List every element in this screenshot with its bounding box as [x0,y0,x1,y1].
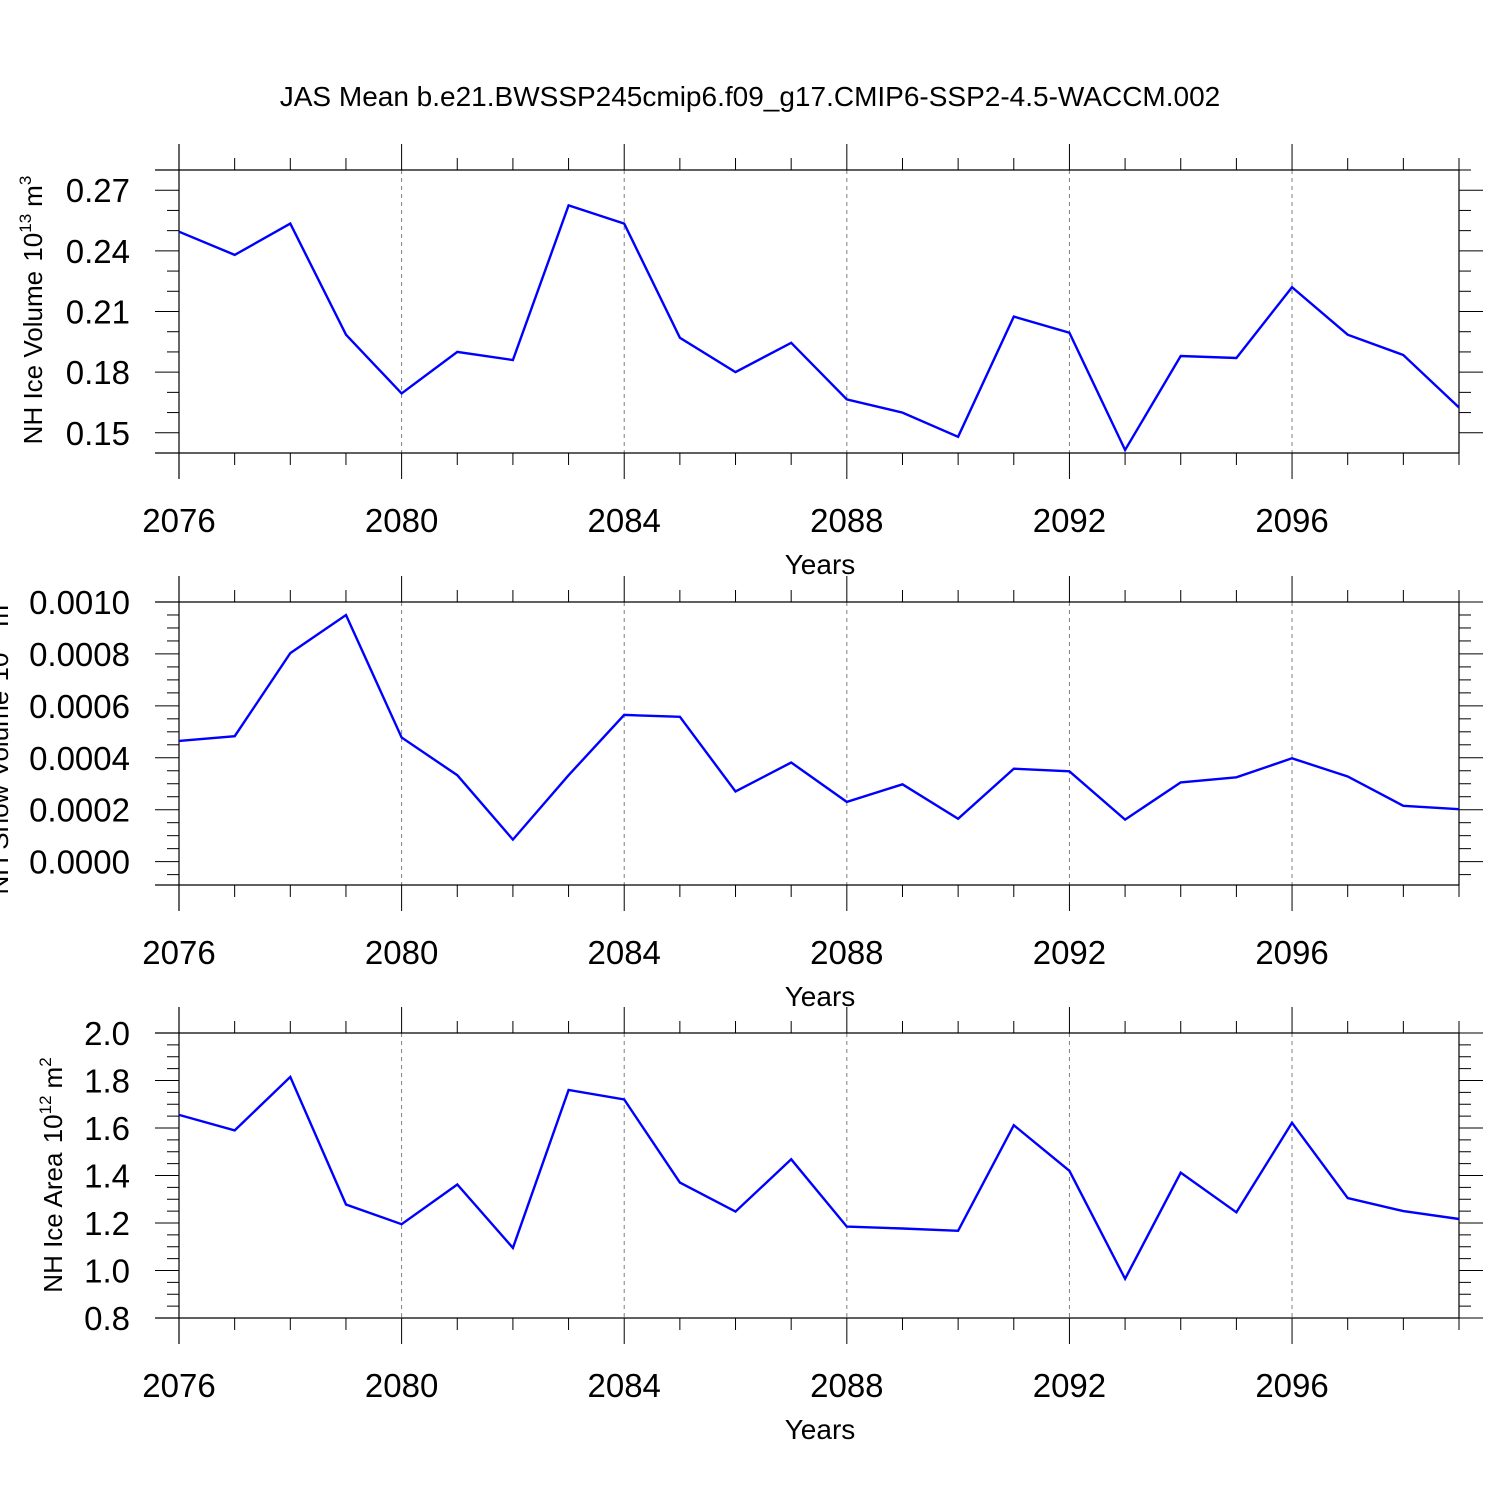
series-line-nh-snow-volume [178,613,1460,842]
x-axis-title: Years [785,549,856,580]
x-tick-label: 2080 [365,502,438,539]
y-axis-title: NH Ice Volume 1013​m3​ [16,176,48,445]
series-line-nh-ice-volume [178,203,1460,453]
x-tick-label: 2084 [588,502,661,539]
y-axis-title-ylabel: NH Ice Volume [18,271,48,444]
x-tick-label: 2092 [1033,934,1106,971]
x-tick-label: 2076 [142,1367,215,1404]
panel-nh-snow-volume: 2076 2080 2084 2088 2092 2096 Years 0.0000 0.000… [0,576,1483,1012]
y-axis-title-ylabel-base: 10 [18,233,48,262]
y-tick-label: 0.24 [66,233,130,270]
y-axis-title-ylabel: NH Snow Volume [0,691,14,895]
y-axis-title-ylabel-m: m [38,1067,68,1089]
x-axis-title: Years [785,981,856,1012]
x-tick-label: 2096 [1255,502,1328,539]
x-axis-title: Years [785,1414,856,1445]
y-axis-title-ylabel-m-exp: 2 [36,1057,55,1066]
y-tick-label: 2.0 [84,1015,130,1052]
y-axis-title-ylabel: NH Ice Area [38,1152,68,1293]
y-tick-label: 0.15 [66,415,130,452]
y-axis-title-ylabel-base: 10 [0,653,14,682]
x-tick-label: 2080 [365,934,438,971]
x-tick-label: 2092 [1033,1367,1106,1404]
panel-nh-ice-volume: 2076 2080 2084 2088 2092 2096 Years 0.15 0.18 0.2… [16,144,1483,580]
y-tick-label: 0.0004 [29,740,130,777]
y-tick-label: 1.8 [84,1063,130,1100]
y-axis-title-ylabel-m: m [0,605,14,627]
y-tick-label: 1.2 [84,1205,130,1242]
x-tick-label: 2080 [365,1367,438,1404]
y-axis-title-ylabel-m: m [18,185,48,207]
y-tick-label: 1.4 [84,1158,130,1195]
x-tick-label: 2076 [142,502,215,539]
x-tick-label: 2096 [1255,934,1328,971]
y-tick-label: 0.0002 [29,792,130,829]
y-tick-label: 0.27 [66,172,130,209]
x-tick-label: 2092 [1033,502,1106,539]
y-tick-label: 0.8 [84,1300,130,1337]
y-axis-title: NH Snow Volume 1013​m3​ [0,596,14,895]
y-axis-title-ylabel-base: 10 [38,1114,68,1143]
y-tick-label: 0.0010 [29,584,130,621]
y-tick-label: 0.0000 [29,844,130,881]
y-axis-title-ylabel-m-exp: 3 [0,596,1,605]
y-tick-label: 0.21 [66,294,130,331]
y-axis-title: NH Ice Area 1012​m2​ [36,1057,68,1292]
figure-title: JAS Mean b.e21.BWSSP245cmip6.f09_g17.CMI… [280,81,1221,112]
y-tick-label: 1.0 [84,1253,130,1290]
x-tick-label: 2096 [1255,1367,1328,1404]
x-tick-label: 2084 [588,1367,661,1404]
x-tick-label: 2084 [588,934,661,971]
y-tick-label: 0.18 [66,354,130,391]
panels: 2076 2080 2084 2088 2092 2096 Years 0.15 0.18 0.2… [0,144,1483,1445]
panel-nh-ice-area: 2076 2080 2084 2088 2092 2096 Years 0.8 1.0 1.2 1.… [36,1007,1483,1445]
y-axis-title-ylabel-exp: 13 [0,634,1,653]
x-tick-label: 2088 [810,934,883,971]
y-tick-label: 0.0006 [29,688,130,725]
y-axis-title-ylabel-exp: 13 [16,214,35,233]
x-tick-label: 2088 [810,1367,883,1404]
x-tick-label: 2088 [810,502,883,539]
y-tick-label: 0.0008 [29,636,130,673]
x-tick-label: 2076 [142,934,215,971]
y-axis-title-ylabel-m-exp: 3 [16,176,35,185]
y-axis-title-ylabel-exp: 12 [36,1095,55,1114]
y-tick-label: 1.6 [84,1110,130,1147]
series-line-nh-ice-area [178,1074,1460,1282]
